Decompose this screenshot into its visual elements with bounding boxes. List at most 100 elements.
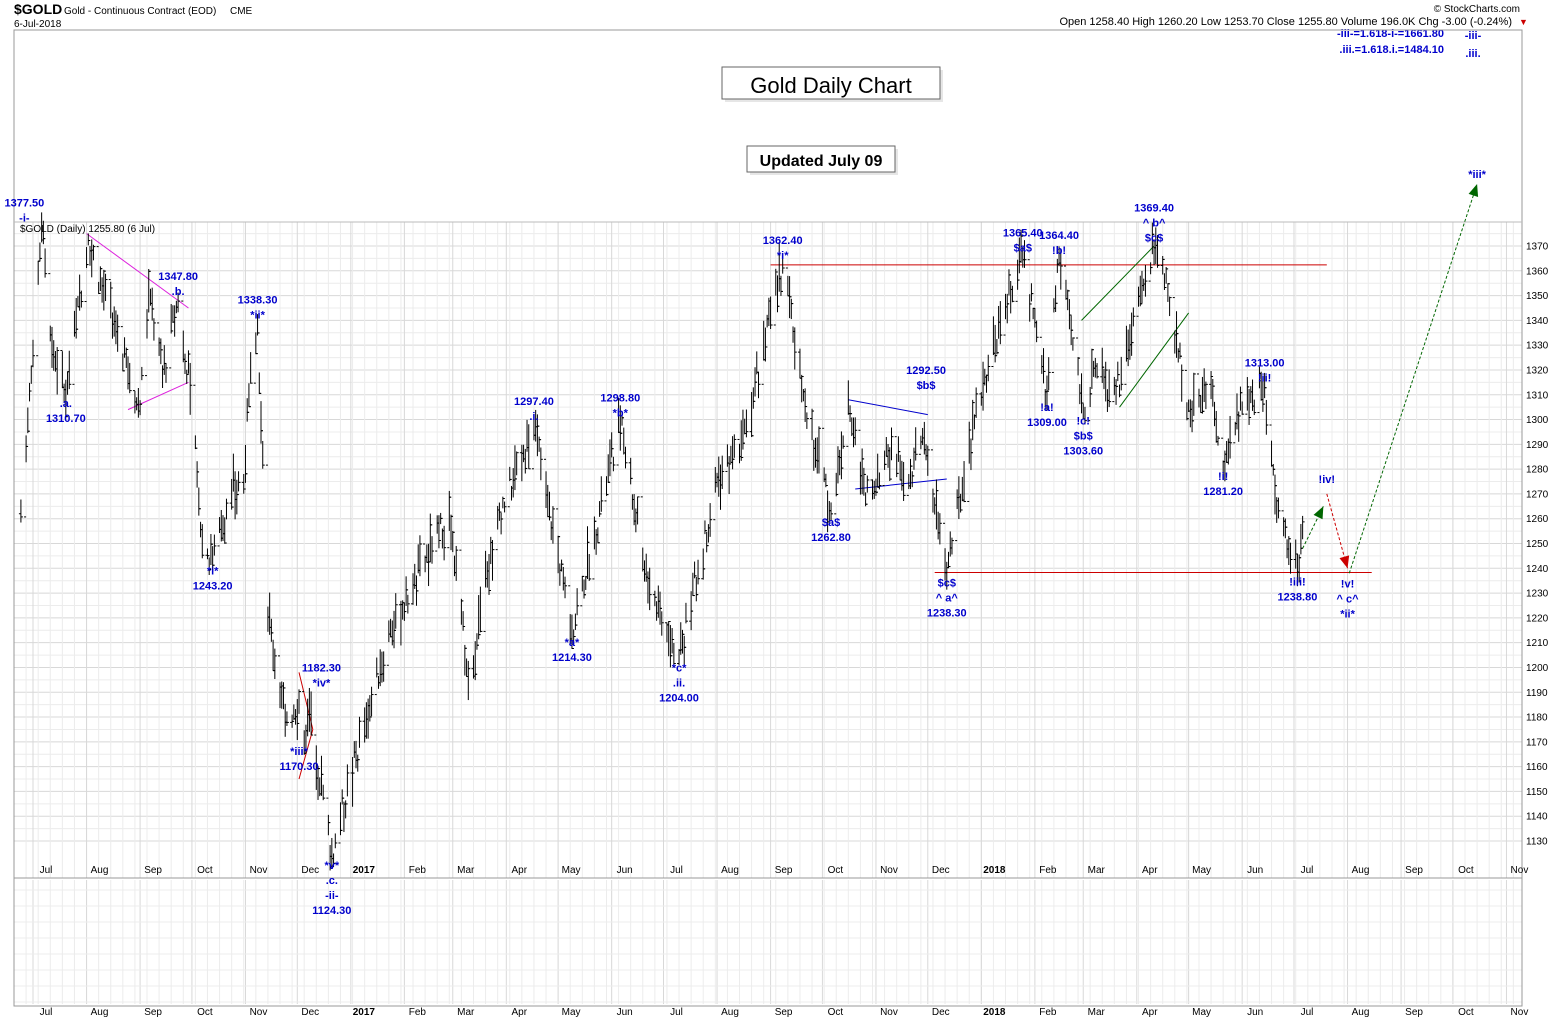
projection-arrowhead xyxy=(1313,506,1324,520)
wave-label-line: .c. xyxy=(326,875,338,887)
wave-label-line: *ii* xyxy=(250,310,265,322)
wave-annotation: $c$ ^ a^ 1238.30 xyxy=(927,578,967,620)
projection-arrowhead xyxy=(1339,555,1350,569)
wave-annotation: 1365.40 $a$ xyxy=(1003,227,1043,254)
ohlc-bar xyxy=(357,716,362,761)
wave-label-line: 1298.80 xyxy=(600,393,640,405)
ohlc-bar xyxy=(115,314,120,352)
wave-label-line: 1362.40 xyxy=(763,235,803,247)
wave-label-line: !v! xyxy=(1341,578,1354,590)
ohlc-bar xyxy=(986,354,991,382)
ohlc-bar xyxy=(623,446,628,469)
wave-label-line: $b$ xyxy=(917,380,936,392)
x-tick-label: Sep xyxy=(775,865,793,876)
ohlc-bar xyxy=(599,476,604,515)
ohlc-bar xyxy=(1203,381,1208,410)
wave-label-line: .b. xyxy=(172,286,185,298)
y-tick-label: 1350 xyxy=(1526,291,1549,302)
x-tick-label: Mar xyxy=(457,865,475,876)
wave-label-line: 1377.50 xyxy=(4,197,44,209)
y-tick-label: 1180 xyxy=(1526,713,1548,724)
ohlc-bar xyxy=(1264,387,1269,435)
ohlc-bar xyxy=(369,686,374,718)
y-tick-label: 1310 xyxy=(1526,390,1549,401)
symbol-label: $GOLD xyxy=(14,1,62,17)
ohlc-bar xyxy=(417,535,422,577)
wave-label-line: .i. xyxy=(529,411,538,423)
wave-label-line: 1281.20 xyxy=(1203,486,1243,498)
wave-label-line: !ii! xyxy=(1258,372,1271,384)
x-tick-label-lower: Dec xyxy=(301,1007,319,1018)
wave-label-line: *i* xyxy=(777,250,789,262)
ohlc-bar xyxy=(780,258,785,292)
instrument-name: Gold - Continuous Contract (EOD) xyxy=(64,6,216,17)
trendline xyxy=(1081,245,1155,321)
x-tick-label-lower: Nov xyxy=(250,1007,268,1018)
ohlc-bar xyxy=(236,471,241,496)
wave-annotation: *iii* 1170.30 xyxy=(279,746,318,773)
wave-label-line: *v* xyxy=(324,860,339,872)
wave-annotation: 1377.50 -i- xyxy=(4,197,44,224)
y-tick-label: 1280 xyxy=(1526,465,1549,476)
wave-label-line: $c$ xyxy=(1145,232,1163,244)
ohlc-bar xyxy=(853,417,858,446)
ohlc-bar xyxy=(345,764,350,805)
x-tick-label-lower: Sep xyxy=(1405,1007,1423,1018)
ohlc-bar xyxy=(587,541,592,581)
ohlc-bar xyxy=(1010,285,1015,303)
ohlc-bar xyxy=(768,296,773,330)
wave-annotation: 1297.40 .i. xyxy=(514,396,554,423)
wave-label-line: 1313.00 xyxy=(1245,357,1285,369)
ohlc-bar xyxy=(1300,515,1305,549)
wave-label-line: !iv! xyxy=(1319,474,1336,486)
x-tick-label: Oct xyxy=(197,865,213,876)
wave-label-line: 1170.30 xyxy=(279,761,318,773)
wave-label-line: 1124.30 xyxy=(312,905,351,917)
ohlc-bar xyxy=(962,461,967,503)
ohlc-bar xyxy=(1240,392,1245,415)
ohlc-bar xyxy=(127,362,132,394)
x-axis: Jul Aug Sep Oct Nov Dec 2017 Feb Mar Apr May Jun Jul… xyxy=(40,865,1529,876)
target-line-1: -iii-=1.618-i-=1661.80 xyxy=(1337,28,1444,40)
exchange-label: CME xyxy=(230,6,253,17)
target-wave-label-1: -iii- xyxy=(1465,30,1482,42)
ohlc-bar xyxy=(901,461,906,501)
ohlc-bar xyxy=(1143,264,1148,297)
wave-label-line: *iv* xyxy=(313,677,331,689)
lower-panel-frame xyxy=(13,877,1523,1007)
x-tick-label-lower: Oct xyxy=(197,1007,213,1018)
wave-label-line: 1297.40 xyxy=(514,396,554,408)
ohlc-bar xyxy=(381,651,386,682)
wave-label-line: $a$ xyxy=(822,517,840,529)
ohlc-bar xyxy=(393,593,398,631)
y-tick-label: 1130 xyxy=(1526,837,1548,848)
updated-label: Updated July 09 xyxy=(760,153,883,170)
wave-annotation: 1292.50 $b$ xyxy=(906,365,946,392)
ohlc-bar xyxy=(212,534,217,566)
ohlc-bar xyxy=(550,506,555,544)
x-tick-label-lower: Aug xyxy=(91,1007,109,1018)
ohlc-bar xyxy=(635,496,640,525)
wave-label-line: .a. xyxy=(60,398,72,410)
ohlc-bar xyxy=(490,540,495,581)
ohlc-bar xyxy=(744,409,749,438)
ohlc-bar xyxy=(248,352,253,408)
wave-label-line: 1309.00 xyxy=(1027,417,1067,429)
ohlc-bar xyxy=(925,445,930,476)
ohlc-bar xyxy=(829,502,834,522)
ohlc-bar xyxy=(628,457,633,485)
projection-line xyxy=(1302,506,1324,549)
ohlc-bar xyxy=(611,448,616,472)
chart-title: Gold Daily Chart xyxy=(750,73,911,98)
trendline xyxy=(855,478,947,490)
ohlc-bar xyxy=(659,607,664,636)
wave-annotation: *c* .ii. 1204.00 xyxy=(659,663,699,705)
trendline xyxy=(86,233,189,309)
x-tick-label: May xyxy=(1192,865,1211,876)
ohlc-bar xyxy=(1288,538,1293,574)
ohlc-bar xyxy=(43,238,48,278)
ohlc-bar xyxy=(466,660,471,701)
x-tick-label: Jun xyxy=(1247,865,1263,876)
x-tick-label-lower: Jun xyxy=(617,1007,633,1018)
